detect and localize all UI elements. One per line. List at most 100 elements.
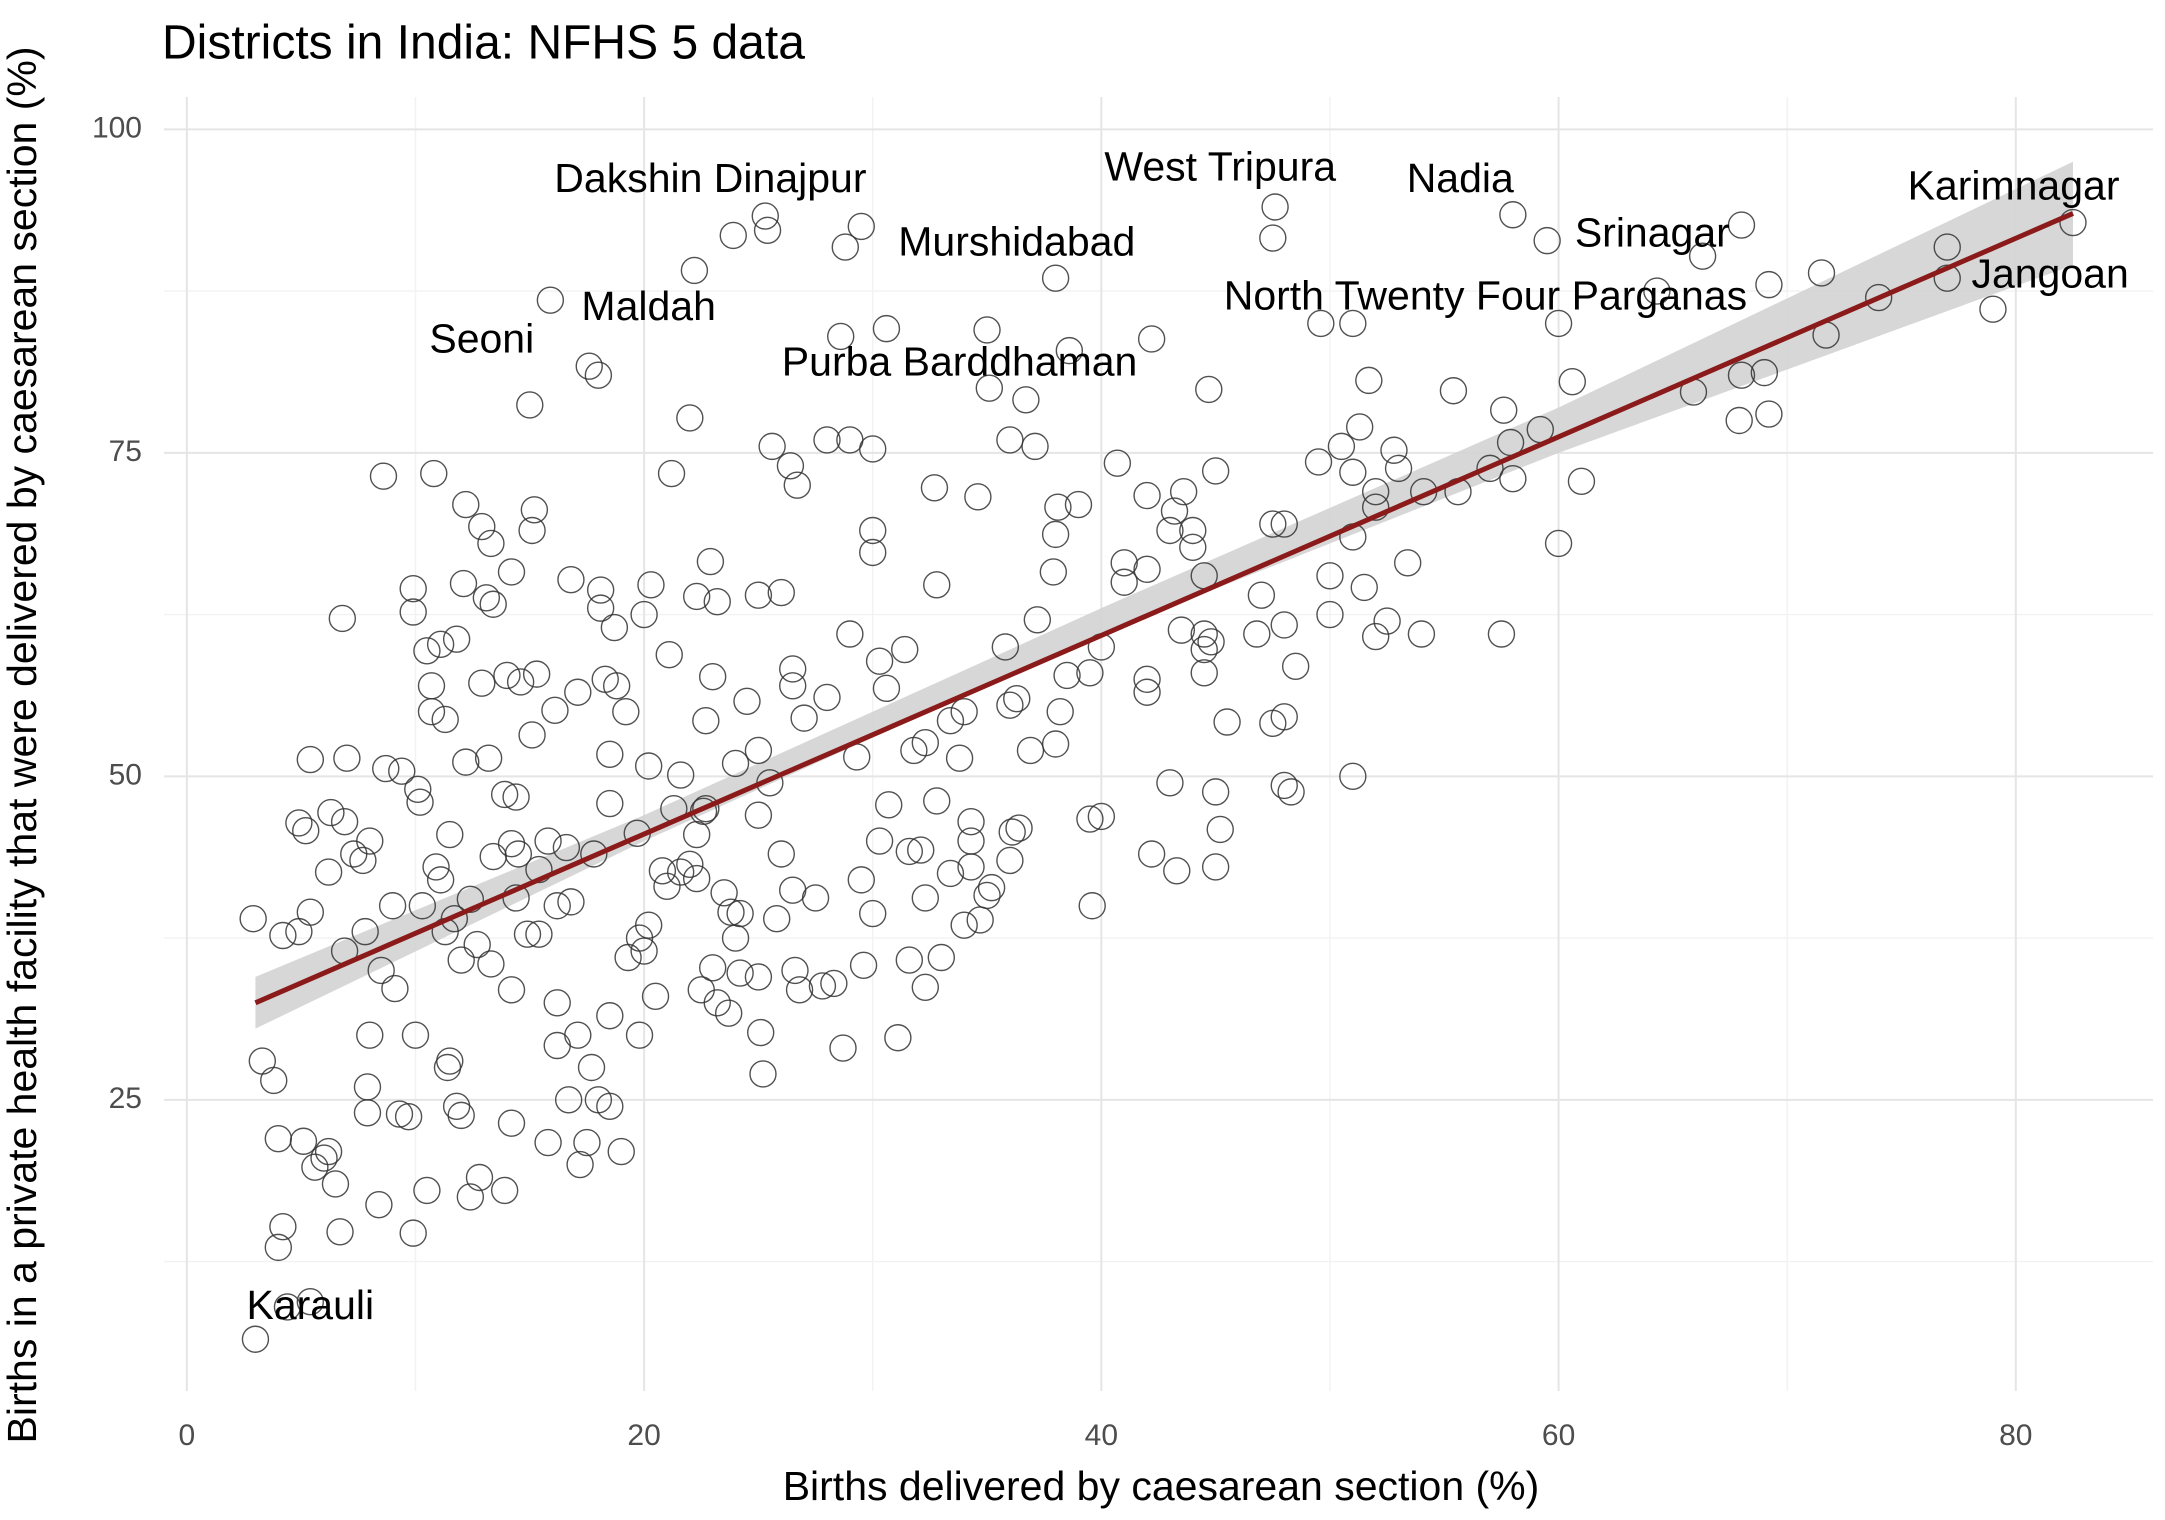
data-point bbox=[744, 581, 773, 609]
data-point bbox=[733, 687, 761, 715]
data-point bbox=[543, 989, 571, 1017]
data-point bbox=[657, 459, 686, 488]
data-point bbox=[356, 827, 384, 855]
data-point bbox=[1133, 555, 1161, 584]
data-point bbox=[1393, 549, 1422, 577]
data-point bbox=[1316, 600, 1344, 629]
data-point bbox=[1345, 413, 1374, 441]
data-point bbox=[490, 1176, 519, 1205]
data-point bbox=[1688, 242, 1717, 270]
data-point bbox=[321, 1170, 350, 1198]
data-point bbox=[767, 578, 795, 607]
data-point bbox=[260, 1066, 288, 1095]
x-tick-label: 60 bbox=[1542, 1419, 1575, 1452]
data-point bbox=[813, 426, 841, 454]
data-point bbox=[1544, 309, 1573, 338]
data-point bbox=[584, 1086, 613, 1114]
data-point bbox=[534, 1128, 562, 1157]
data-point bbox=[314, 858, 343, 886]
regression-line bbox=[254, 211, 2074, 1006]
data-point bbox=[1499, 201, 1527, 229]
data-point bbox=[372, 754, 400, 783]
data-point bbox=[328, 604, 357, 633]
data-point bbox=[436, 1047, 464, 1075]
data-point bbox=[564, 678, 592, 706]
y-tick-label: 100 bbox=[92, 111, 142, 144]
data-point bbox=[744, 963, 773, 991]
data-point bbox=[422, 853, 450, 881]
y-axis-title: Births in a private health facility that… bbox=[0, 47, 45, 1444]
data-point bbox=[1270, 771, 1298, 800]
data-point bbox=[666, 858, 695, 886]
point-label: Murshidabad bbox=[898, 218, 1135, 264]
data-point bbox=[1361, 477, 1390, 506]
data-point bbox=[865, 827, 894, 855]
data-point bbox=[744, 801, 773, 829]
data-point bbox=[721, 749, 750, 778]
data-point bbox=[637, 571, 665, 599]
data-point bbox=[710, 879, 738, 907]
data-point bbox=[808, 972, 837, 1000]
data-point bbox=[1277, 778, 1305, 806]
data-point bbox=[895, 946, 924, 974]
data-point bbox=[477, 950, 505, 978]
data-point bbox=[920, 474, 949, 502]
data-point bbox=[957, 853, 985, 881]
data-point bbox=[264, 1124, 293, 1153]
data-point bbox=[779, 672, 807, 700]
data-point bbox=[703, 587, 731, 616]
data-point bbox=[264, 1233, 293, 1262]
data-point bbox=[676, 404, 704, 432]
data-point bbox=[1933, 264, 1961, 292]
data-point bbox=[703, 989, 731, 1017]
data-point bbox=[477, 529, 505, 558]
data-point bbox=[401, 1021, 430, 1049]
data-point bbox=[1053, 661, 1081, 690]
data-point bbox=[753, 216, 782, 244]
data-point bbox=[296, 898, 325, 926]
data-point bbox=[566, 1150, 594, 1179]
data-point bbox=[1133, 665, 1161, 693]
data-point bbox=[831, 233, 859, 261]
data-point bbox=[365, 1190, 393, 1219]
data-point bbox=[776, 452, 805, 480]
data-point bbox=[426, 630, 455, 659]
data-point bbox=[301, 1153, 329, 1181]
data-point bbox=[1179, 516, 1207, 545]
data-point bbox=[1190, 635, 1218, 664]
data-point bbox=[1133, 678, 1161, 706]
data-point bbox=[1201, 853, 1230, 881]
data-point bbox=[456, 1183, 485, 1211]
data-point bbox=[1281, 652, 1310, 681]
x-tick-label: 80 bbox=[1999, 1419, 2032, 1452]
data-point bbox=[950, 697, 978, 726]
data-point bbox=[1169, 477, 1198, 506]
data-point bbox=[991, 633, 1020, 661]
data-point bbox=[479, 842, 507, 871]
data-point bbox=[1373, 607, 1401, 635]
data-point bbox=[442, 625, 471, 653]
data-point bbox=[666, 761, 695, 789]
data-point bbox=[726, 959, 754, 987]
data-point bbox=[692, 795, 720, 823]
data-point bbox=[836, 620, 864, 648]
data-point bbox=[1490, 396, 1518, 424]
data-point bbox=[975, 374, 1004, 402]
data-point bbox=[1156, 769, 1184, 797]
data-point bbox=[333, 744, 361, 772]
data-point bbox=[353, 1073, 382, 1101]
data-point bbox=[564, 1021, 592, 1049]
data-point bbox=[1197, 628, 1225, 656]
data-point bbox=[408, 892, 437, 920]
data-point bbox=[911, 884, 940, 912]
data-point bbox=[872, 674, 901, 703]
data-point bbox=[399, 1219, 427, 1247]
data-point bbox=[1316, 562, 1344, 590]
data-point bbox=[923, 571, 951, 599]
data-point bbox=[872, 314, 901, 343]
data-point bbox=[1558, 367, 1587, 396]
data-point bbox=[696, 547, 725, 576]
data-point bbox=[1339, 762, 1367, 791]
data-point bbox=[1195, 375, 1223, 404]
